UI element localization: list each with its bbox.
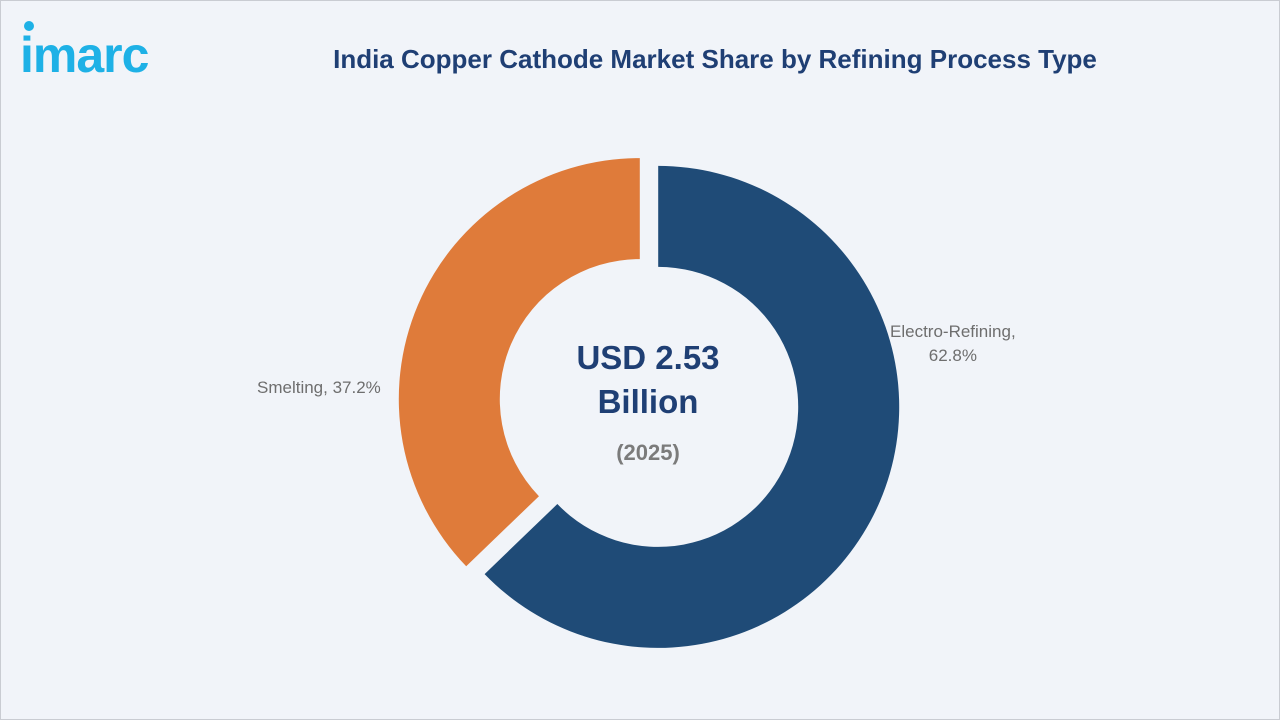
label-electro-refining-value: 62.8% [928, 346, 977, 365]
chart-title: India Copper Cathode Market Share by Ref… [333, 44, 1097, 74]
center-value-line-1: USD 2.53 [576, 339, 720, 376]
slice-electro-refining [484, 165, 900, 648]
donut-center-text: USD 2.53 Billion (2025) [528, 336, 768, 466]
label-smelting: Smelting, 37.2% [257, 378, 381, 397]
center-value-line-2: Billion [597, 383, 699, 420]
imarc-logo: imarc [20, 16, 200, 80]
label-electro-refining: Electro-Refining, 62.8% [890, 320, 1016, 368]
slice-smelting [398, 158, 640, 567]
imarc-logo-text: imarc [20, 27, 149, 80]
center-year: (2025) [616, 440, 680, 465]
label-electro-refining-name: Electro-Refining, [890, 322, 1016, 341]
